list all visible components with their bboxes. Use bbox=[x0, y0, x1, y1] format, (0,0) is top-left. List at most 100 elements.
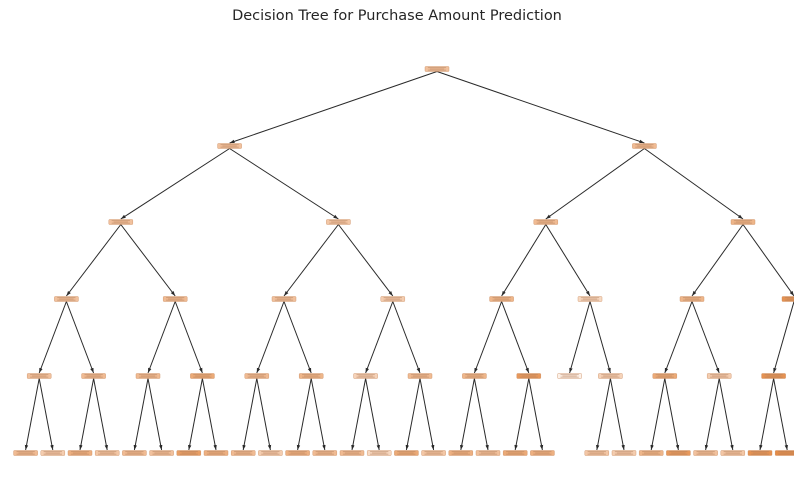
tree-split-node bbox=[326, 219, 351, 225]
node-text-line bbox=[519, 376, 538, 378]
tree-split-node bbox=[424, 66, 450, 72]
node-text-line bbox=[764, 376, 783, 378]
node-text-line bbox=[193, 376, 212, 378]
node-text-line bbox=[538, 221, 553, 223]
node-text-line bbox=[344, 452, 360, 454]
tree-edge bbox=[609, 378, 625, 451]
tree-edge bbox=[201, 378, 217, 451]
tree-edge bbox=[147, 378, 163, 451]
tree-split-node bbox=[135, 373, 161, 379]
node-text-line bbox=[97, 451, 117, 453]
node-text-line bbox=[723, 451, 742, 453]
node-text-line bbox=[710, 374, 729, 376]
node-text-line bbox=[97, 453, 117, 455]
node-text-line bbox=[671, 452, 686, 454]
tree-split-node bbox=[407, 373, 433, 379]
node-text-line bbox=[111, 222, 131, 224]
node-text-line bbox=[723, 453, 742, 455]
node-text-line bbox=[206, 451, 226, 453]
node-text-line bbox=[480, 452, 496, 454]
node-text-line bbox=[784, 297, 794, 299]
node-text-line bbox=[733, 220, 753, 222]
node-text-line bbox=[536, 220, 555, 222]
node-text-line bbox=[140, 375, 156, 377]
node-text-line bbox=[778, 453, 794, 455]
node-text-line bbox=[492, 297, 511, 299]
tree-leaf-node bbox=[693, 450, 718, 456]
node-text-line bbox=[138, 376, 158, 378]
node-text-line bbox=[113, 221, 129, 223]
tree-split-node bbox=[27, 373, 52, 379]
tree-split-node bbox=[380, 296, 405, 302]
node-text-line bbox=[635, 144, 654, 146]
tree-edge bbox=[392, 301, 421, 374]
tree-edge bbox=[351, 378, 367, 451]
node-text-line bbox=[766, 375, 781, 377]
tree-leaf-node bbox=[503, 450, 528, 456]
node-text-line bbox=[696, 453, 715, 455]
tree-edge bbox=[545, 148, 645, 220]
tree-split-node bbox=[353, 373, 378, 379]
node-text-line bbox=[508, 452, 523, 454]
tree-edge bbox=[133, 378, 149, 451]
node-text-line bbox=[616, 452, 632, 454]
tree-split-node bbox=[533, 219, 558, 225]
tree-leaf-node bbox=[258, 450, 283, 456]
node-text-line bbox=[784, 299, 794, 301]
tree-edge bbox=[704, 378, 720, 451]
tree-edge bbox=[283, 224, 339, 297]
tree-split-node bbox=[781, 296, 794, 302]
tree-leaf-node bbox=[149, 450, 174, 456]
node-text-line bbox=[84, 374, 103, 376]
node-text-line bbox=[603, 375, 618, 377]
node-text-line bbox=[154, 452, 169, 454]
tree-edge bbox=[545, 224, 591, 297]
tree-edge bbox=[338, 224, 394, 297]
node-text-line bbox=[99, 452, 115, 454]
tree-split-node bbox=[489, 296, 514, 302]
tree-edge bbox=[120, 148, 230, 220]
tree-edge bbox=[596, 378, 611, 451]
node-text-line bbox=[424, 453, 443, 455]
node-text-line bbox=[57, 299, 76, 301]
tree-edge bbox=[229, 71, 438, 144]
tree-edge bbox=[436, 71, 645, 144]
tree-edge bbox=[501, 301, 530, 374]
tree-edges bbox=[24, 71, 794, 451]
node-text-line bbox=[580, 299, 600, 301]
tree-leaf-node bbox=[720, 450, 745, 456]
node-text-line bbox=[710, 376, 729, 378]
tree-leaf-node bbox=[475, 450, 501, 456]
tree-edge bbox=[501, 224, 547, 297]
node-text-line bbox=[152, 451, 171, 453]
node-text-line bbox=[331, 221, 346, 223]
node-text-line bbox=[412, 375, 428, 377]
tree-split-node bbox=[598, 373, 623, 379]
tree-split-node bbox=[730, 219, 756, 225]
node-text-line bbox=[30, 376, 49, 378]
node-text-line bbox=[315, 453, 334, 455]
node-text-line bbox=[72, 452, 88, 454]
node-text-line bbox=[263, 452, 278, 454]
tree-edge bbox=[38, 301, 67, 374]
node-text-line bbox=[562, 375, 577, 377]
node-text-line bbox=[451, 453, 470, 455]
node-text-line bbox=[733, 222, 753, 224]
node-text-line bbox=[536, 222, 555, 224]
node-text-line bbox=[302, 374, 321, 376]
tree-split-node bbox=[707, 373, 732, 379]
node-text-line bbox=[165, 297, 185, 299]
node-text-line bbox=[429, 68, 445, 70]
node-text-line bbox=[125, 453, 144, 455]
node-text-line bbox=[560, 376, 579, 378]
tree-edge bbox=[589, 301, 611, 374]
node-text-line bbox=[669, 451, 688, 453]
tree-leaf-node bbox=[584, 450, 609, 456]
tree-leaf-node bbox=[367, 450, 392, 456]
node-text-line bbox=[370, 451, 389, 453]
tree-edge bbox=[691, 224, 744, 297]
node-text-line bbox=[138, 374, 158, 376]
node-text-line bbox=[290, 452, 305, 454]
node-text-line bbox=[288, 451, 307, 453]
